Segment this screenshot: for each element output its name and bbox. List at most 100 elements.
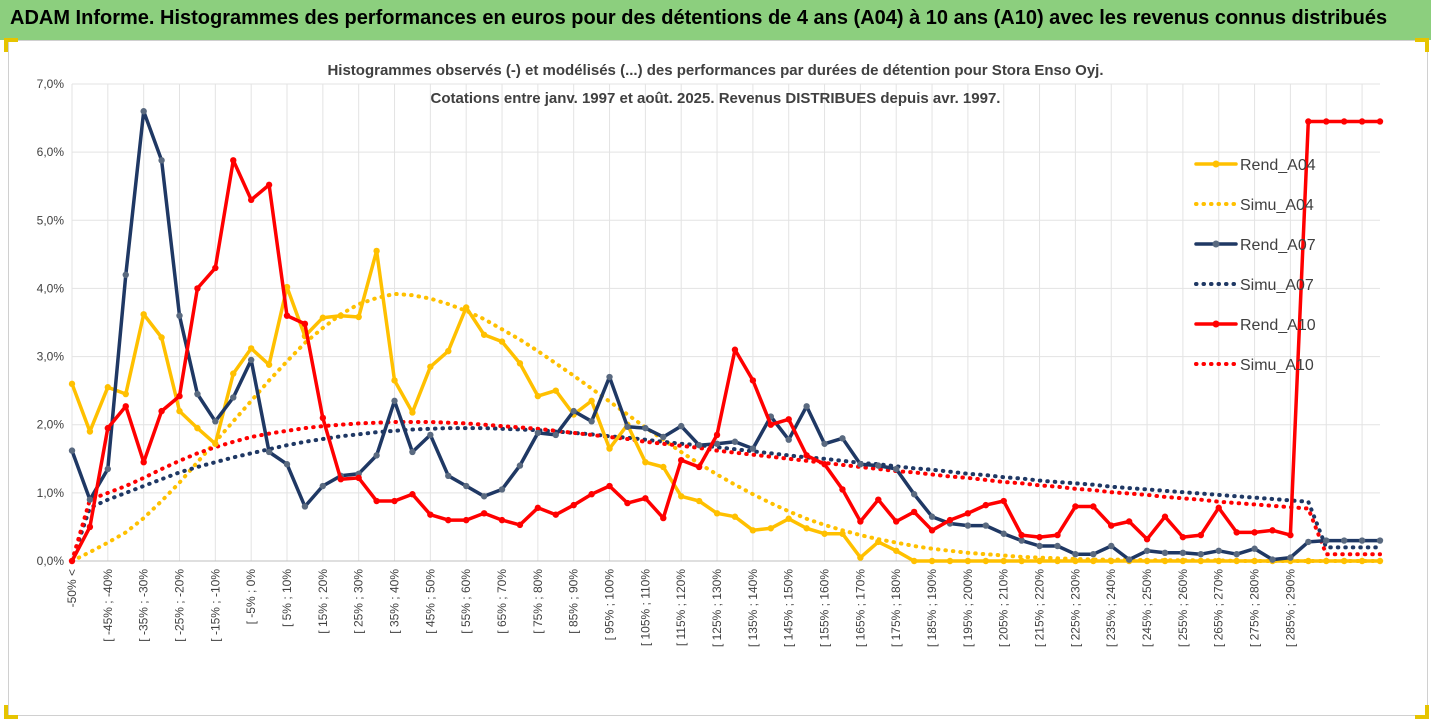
data-point [462,482,470,490]
y-tick-label: 7,0% [37,77,65,91]
data-point [86,428,94,435]
data-point [910,508,918,516]
x-tick-label: [ 35% ; 40% [388,569,402,634]
data-point [1340,537,1348,544]
data-point [1233,529,1240,536]
data-point [731,438,739,445]
data-point [982,501,990,509]
x-tick-label: [ 5% ; 10% [280,569,294,627]
data-point [552,387,559,394]
data-point [928,527,936,534]
data-point [319,314,327,321]
x-tick-label: [ 115% ; 120% [674,569,688,646]
data-point [337,476,344,483]
data-point [1197,531,1205,539]
data-point [1358,557,1366,565]
data-point [462,516,470,524]
data-point [857,518,864,525]
data-point [695,463,703,471]
data-point [1197,550,1205,558]
data-point [176,312,183,319]
data-point [857,461,864,468]
data-point [194,390,201,398]
data-point [1143,557,1151,565]
x-tick-label: [ 15% ; 20% [316,569,330,634]
x-tick-label: [ 255% ; 260% [1176,569,1190,647]
data-point [247,196,255,204]
data-point [678,456,685,464]
data-point [498,338,506,345]
y-tick-label: 1,0% [37,486,65,500]
data-point [498,486,506,493]
data-point [1323,557,1330,565]
series-rend-a07 [68,108,1384,563]
series-simu-a04 [70,291,1382,563]
x-tick-label: [ 45% ; 50% [423,569,437,634]
y-tick-label: 2,0% [37,418,65,432]
x-tick-label: [ 65% ; 70% [495,569,509,634]
data-point [1269,556,1276,563]
data-point [803,525,810,532]
data-point [624,423,631,430]
data-point [588,491,595,498]
data-point [1251,557,1258,565]
data-point [104,424,112,432]
data-point [1018,531,1025,539]
data-point [427,431,434,439]
data-point [552,511,559,518]
data-point [1018,557,1025,565]
data-point [1036,557,1043,565]
data-point [1323,537,1330,544]
data-point [893,518,900,525]
data-point [391,377,398,384]
data-point [839,530,846,537]
data-point [86,496,94,503]
data-point [749,445,757,452]
data-point [391,497,398,505]
data-point [212,440,219,447]
x-tick-label: [ 155% ; 160% [818,569,832,647]
x-tick-label: [ 25% ; 30% [352,569,366,634]
data-point [660,514,667,522]
data-point [606,445,613,452]
x-tick-label: [ 85% ; 90% [567,569,581,634]
data-point [534,429,542,437]
data-point [373,497,380,505]
data-point [68,380,76,388]
data-point [373,452,380,459]
data-point [480,331,488,338]
data-point [1072,550,1079,558]
data-point [534,504,542,512]
series-line [70,249,1382,563]
data-point [391,397,398,405]
data-point [1000,497,1007,505]
data-point [928,557,936,565]
x-tick-label: [ 135% ; 140% [746,569,760,647]
data-point [1269,527,1276,534]
x-tick-label: -50% < [65,569,79,607]
data-point [265,361,273,368]
data-point [230,157,237,164]
data-point [104,465,112,473]
data-point [534,392,542,400]
data-point [1251,529,1258,536]
data-point [821,461,828,468]
series-line [70,119,1382,563]
data-point [964,522,972,529]
data-point [1108,557,1115,565]
data-point [660,463,667,471]
data-point [176,407,183,415]
data-point [946,557,954,565]
x-tick-label: [ 215% ; 220% [1033,569,1047,647]
data-point [1125,556,1133,563]
data-point [194,424,201,432]
data-point [642,424,649,432]
data-point [337,312,344,319]
x-tick-label: [ 235% ; 240% [1104,569,1118,647]
data-point [1036,542,1043,550]
data-point [355,474,362,482]
data-point [1036,533,1043,541]
data-point [68,557,76,565]
x-tick-label: [ 185% ; 190% [925,569,939,647]
data-point [122,390,129,398]
